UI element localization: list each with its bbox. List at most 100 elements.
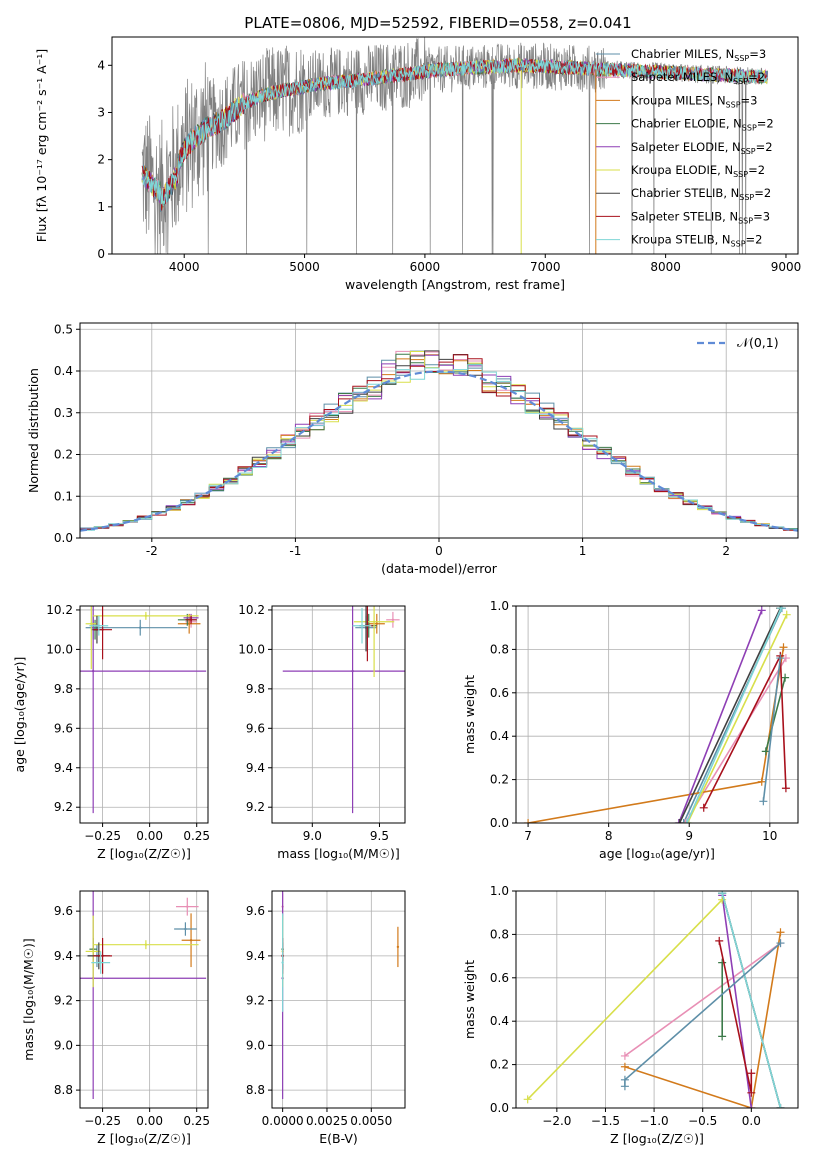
series-marker (718, 958, 727, 967)
y-tick-label: 0.8 (490, 927, 509, 941)
y-tick-label: 0.4 (54, 364, 73, 378)
x-tick-label: -2 (146, 544, 158, 558)
data-point (139, 626, 142, 629)
y-tick-label: 9.4 (54, 949, 73, 963)
data-point (99, 961, 102, 964)
legend-entry: Salpeter ELODIE, NSSP=2 (631, 140, 773, 156)
x-tick-label: 5000 (289, 260, 320, 274)
data-point (144, 943, 148, 946)
series-marker (718, 1032, 727, 1041)
x-tick-label: 0.25 (183, 1114, 210, 1128)
y-tick-label: 9.4 (246, 949, 265, 963)
series-marker (718, 891, 727, 898)
axes-frame (79, 322, 799, 539)
x-tick-label: 7000 (530, 260, 561, 274)
y-tick-label: 9.2 (54, 800, 73, 814)
y-tick-label: 9.8 (54, 682, 73, 696)
y-tick-label: 9.4 (246, 761, 265, 775)
x-tick-label: −0.25 (84, 1114, 121, 1128)
series-marker (620, 1062, 629, 1071)
x-tick-label: 2 (722, 544, 730, 558)
legend-entry: Chabrier ELODIE, NSSP=2 (631, 117, 774, 133)
data-point (372, 620, 376, 623)
y-tick-label: 0 (97, 247, 105, 261)
series-marker (699, 803, 708, 812)
x-tick-label: −0.5 (688, 1114, 717, 1128)
plot-area-age-vs-mass (282, 606, 405, 814)
series-line (762, 658, 782, 802)
y-tick-label: 0.0 (490, 1101, 509, 1115)
data-point (91, 950, 95, 953)
legend-entry: Salpeter MILES, NSSP=2 (631, 70, 765, 86)
plot-area-age-vs-Z (80, 606, 207, 814)
y-tick-label: 0.5 (54, 322, 73, 336)
y-tick-label: 10.2 (46, 603, 73, 617)
y-tick-label: 10.0 (46, 642, 73, 656)
plot-area-mass-vs-Z (80, 891, 207, 1100)
x-tick-label: −2.0 (542, 1114, 571, 1128)
series-marker (779, 643, 788, 652)
y-tick-label: 8.8 (246, 1083, 265, 1097)
series-line (624, 932, 782, 1108)
y-tick-label: 4 (97, 58, 105, 72)
data-point (281, 961, 284, 964)
panel-age-vs-mass: 9.0 9.5 9.2 9.4 9.6 9.8 10.0 10.2 mass [log₁₀(M/… (238, 603, 406, 861)
series-marker (675, 819, 684, 823)
data-point (101, 954, 104, 958)
x-tick-label: 4000 (169, 260, 200, 274)
series-marker (776, 1104, 785, 1108)
y-axis-label: mass [log₁₀(M/M☉)] (21, 938, 36, 1060)
data-point (396, 945, 400, 949)
x-tick-label: 9000 (771, 260, 802, 274)
y-tick-label: 9.6 (246, 721, 265, 735)
data-point (189, 618, 193, 622)
y-tick-label: 0.3 (54, 406, 73, 420)
data-point (360, 624, 364, 627)
x-axis-label: Z [log₁₀(Z/Z☉)] (97, 1131, 191, 1146)
figure-title: PLATE=0806, MJD=52592, FIBERID=0558, z=0… (244, 14, 631, 32)
y-axis-label: mass weight (462, 675, 477, 754)
grid-mass-vs-Z (80, 891, 208, 1108)
y-tick-label: 0.6 (490, 686, 509, 700)
y-tick-label: 0.4 (490, 1014, 509, 1028)
series-marker (776, 654, 785, 663)
model-line-8 (141, 58, 768, 206)
plot-area-residuals (80, 350, 798, 532)
y-tick-label: 0.2 (54, 448, 73, 462)
grid-mass-vs-EBV (272, 891, 405, 1108)
plot-area-spectrum (141, 37, 768, 254)
legend-entry: Kroupa MILES, NSSP=3 (631, 93, 757, 109)
gaussian-curve (80, 370, 798, 532)
y-tick-label: 9.6 (246, 904, 265, 918)
grid-age-vs-mass (272, 606, 405, 823)
data-point (186, 905, 189, 908)
data-point (184, 927, 187, 931)
series-marker (620, 1051, 629, 1060)
x-axis-label: E(B-V) (319, 1131, 358, 1146)
data-point (144, 614, 148, 618)
x-tick-label: 9 (685, 829, 693, 843)
panel-mass-weight-vs-Z: −2.0 −1.5 −1.0 −0.5 0.0 0.0 0.2 0.4 0.6 0.8 1.0 Z [… (462, 884, 799, 1146)
axes-frame (79, 890, 209, 1109)
legend-spectrum: Chabrier MILES, NSSP=3 Salpeter MILES, NS… (596, 47, 774, 249)
axes-frame (79, 605, 209, 824)
panel-mass-vs-Z: −0.25 0.00 0.25 8.8 9.0 9.2 9.4 9.6 Z [log₁₀(Z/Z… (21, 890, 210, 1146)
series-marker (682, 819, 691, 823)
x-axis-label: age [log₁₀(age/yr)] (599, 846, 715, 861)
axes-frame (515, 605, 799, 824)
series-marker (747, 1069, 756, 1078)
series-line (624, 942, 781, 1057)
x-tick-label: 9.0 (303, 829, 322, 843)
plot-area-mass-vs-EBV (281, 891, 400, 1100)
series-line (686, 607, 782, 823)
data-point (97, 624, 101, 627)
legend-entry: Chabrier STELIB, NSSP=2 (631, 186, 771, 202)
x-tick-label: 0.00 (136, 829, 163, 843)
series-line (721, 892, 782, 1108)
series-marker (781, 784, 790, 793)
series-line (721, 895, 753, 1108)
series-marker (776, 928, 785, 937)
series-line (678, 610, 763, 823)
y-tick-label: 1.0 (490, 884, 509, 898)
